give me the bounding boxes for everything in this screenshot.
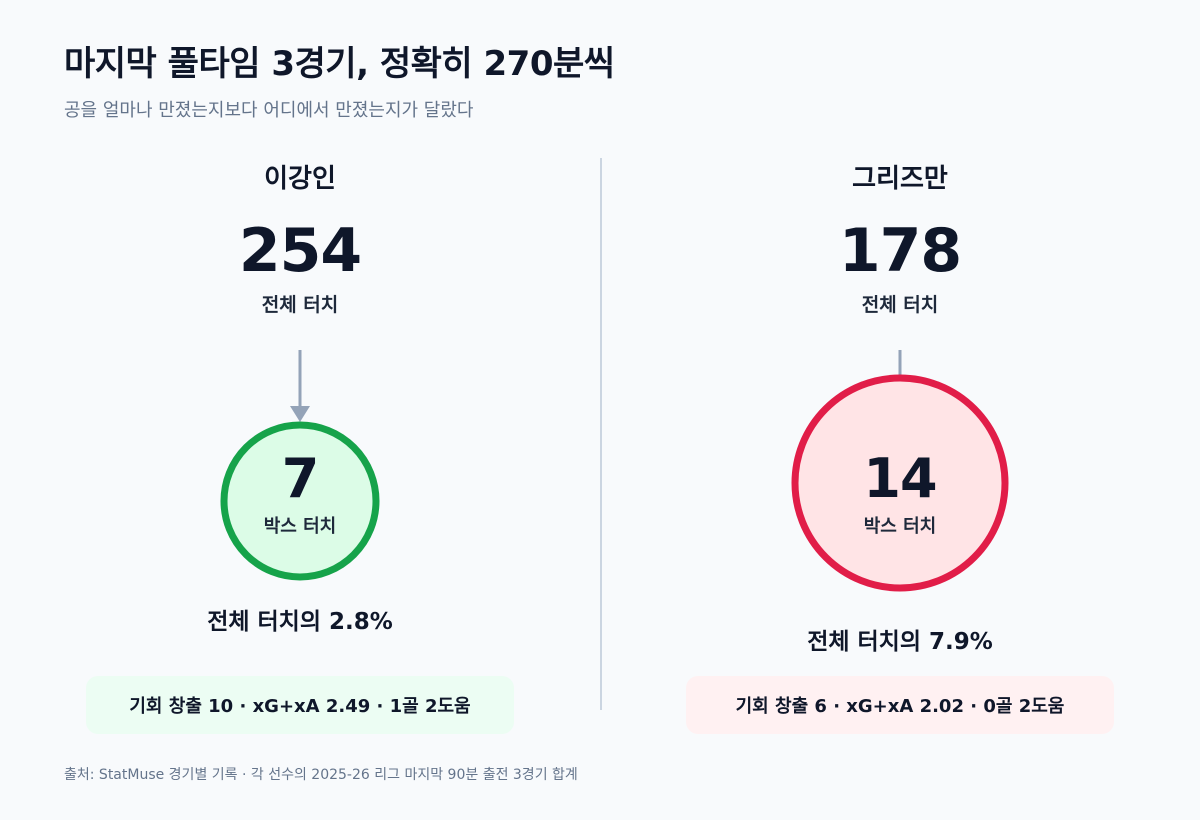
- box-touch-svg: [791, 350, 1009, 592]
- player-panel-griezmann: 그리즈만 178 전체 터치 14 박스 터치 전체 터치의 7.9% 기회 창…: [600, 0, 1200, 760]
- summary-card: 기회 창출 6 · xG+xA 2.02 · 0골 2도움: [686, 676, 1114, 734]
- center-divider: [600, 158, 602, 710]
- box-touch-visual: 14 박스 터치: [600, 340, 1200, 600]
- box-share-text: 전체 터치의 2.8%: [207, 609, 393, 635]
- box-touch-circle: [220, 421, 380, 581]
- box-touches-value: 14: [863, 447, 937, 510]
- total-touches-label: 전체 터치: [261, 294, 339, 316]
- box-share-text: 전체 터치의 7.9%: [807, 629, 993, 655]
- total-touches-value: 178: [838, 216, 962, 286]
- box-touch-svg: [220, 350, 380, 581]
- connector-arrow-head: [290, 406, 310, 422]
- box-touches-value: 7: [281, 447, 320, 510]
- summary-card: 기회 창출 10 · xG+xA 2.49 · 1골 2도움: [86, 676, 514, 734]
- total-touches-label: 전체 터치: [861, 294, 939, 316]
- total-touches-value: 254: [238, 216, 362, 286]
- box-touch-circle: [791, 374, 1009, 592]
- player-name: 그리즈만: [852, 164, 948, 194]
- chart-title: 마지막 풀타임 3경기, 정확히 270분씩: [64, 44, 615, 84]
- box-touches-label: 박스 터치: [263, 516, 337, 537]
- player-name: 이강인: [264, 164, 336, 194]
- box-touch-visual: 7 박스 터치: [0, 340, 600, 600]
- player-panel-lee: 이강인 254 전체 터치 7 박스 터치 전체 터치의 2.8% 기회 창출 …: [0, 0, 600, 760]
- chart-subtitle: 공을 얼마나 만졌는지보다 어디에서 만졌는지가 달랐다: [64, 100, 474, 121]
- source-note: 출처: StatMuse 경기별 기록 · 각 선수의 2025-26 리그 마…: [64, 767, 578, 783]
- box-touches-label: 박스 터치: [863, 516, 937, 537]
